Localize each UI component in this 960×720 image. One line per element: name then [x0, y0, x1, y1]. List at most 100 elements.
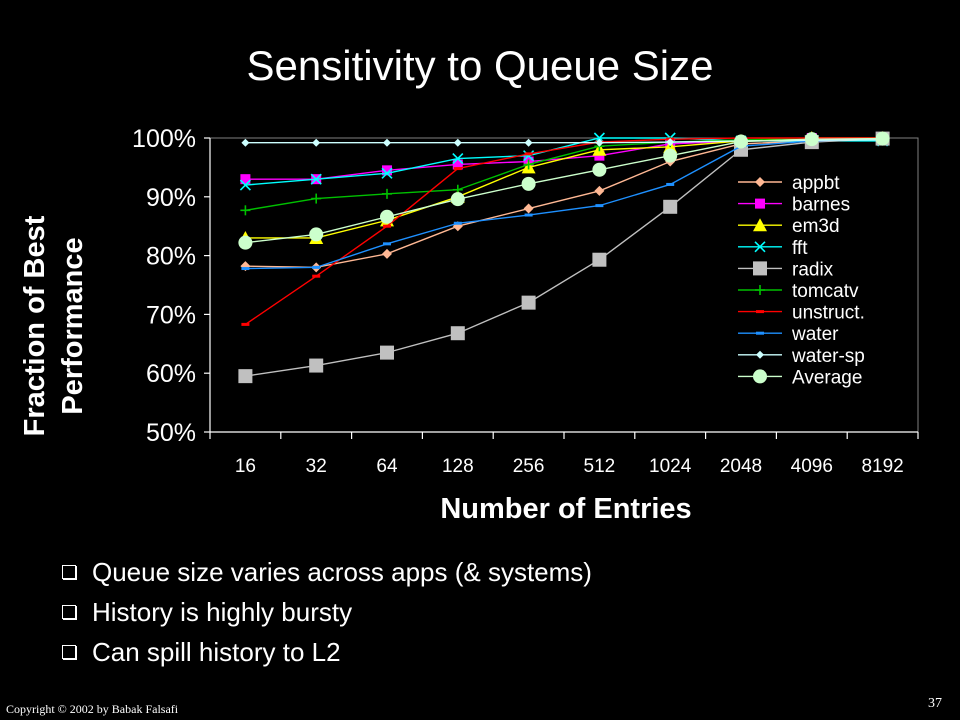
y-tick-label: 50% — [146, 419, 196, 447]
data-point — [663, 199, 678, 214]
legend-label: Average — [792, 367, 862, 388]
data-point — [524, 213, 533, 217]
series-appbt — [240, 133, 888, 273]
x-tick-label: 128 — [442, 456, 474, 477]
x-tick-label: 256 — [513, 456, 545, 477]
bullet-box-icon — [62, 565, 76, 579]
data-point — [383, 138, 391, 147]
data-point — [380, 345, 394, 360]
data-point — [595, 204, 604, 208]
data-point — [521, 176, 536, 191]
data-point — [450, 326, 465, 341]
legend-marker — [753, 218, 767, 232]
data-point — [240, 174, 251, 185]
legend-marker — [753, 369, 767, 384]
data-point — [309, 227, 324, 242]
legend-label: radix — [792, 259, 834, 280]
data-point — [452, 153, 464, 165]
data-point — [875, 131, 890, 146]
legend-label: fft — [792, 238, 808, 259]
data-point — [663, 148, 678, 163]
data-point — [595, 138, 604, 147]
data-point — [309, 358, 324, 373]
data-point — [312, 138, 321, 147]
legend-label: em3d — [792, 216, 840, 237]
chart-legend: appbtbarnesem3dfftradixtomcatvunstruct.w… — [738, 173, 865, 388]
x-tick-label: 1024 — [649, 456, 692, 477]
data-point — [804, 132, 819, 147]
bullet-text: Can spill history to L2 — [92, 636, 341, 667]
data-point — [382, 188, 392, 199]
data-point — [311, 193, 322, 204]
series-unstruct — [241, 136, 887, 326]
legend-item: water-sp — [738, 346, 865, 367]
bullet-text: History is highly bursty — [92, 596, 353, 627]
marker-stroke — [523, 150, 535, 162]
y-axis-title: Fraction of Best — [19, 215, 51, 436]
data-point — [450, 192, 465, 207]
legend-marker — [754, 241, 766, 253]
legend-label: tomcatv — [792, 281, 859, 302]
data-point — [310, 173, 322, 185]
legend-label: appbt — [792, 173, 840, 194]
marker-stroke — [452, 153, 464, 165]
y-axis-title: Performance — [57, 237, 89, 414]
legend-marker — [756, 310, 764, 314]
x-tick-label: 16 — [235, 456, 256, 477]
data-point — [453, 221, 462, 225]
legend-label: water-sp — [791, 346, 865, 367]
data-point — [592, 252, 607, 267]
data-point — [382, 165, 392, 176]
bullet-list: Queue size varies across apps (& systems… — [62, 552, 592, 672]
chart-series — [238, 131, 890, 384]
marker-stroke — [754, 241, 766, 253]
bullet-text: Queue size varies across apps (& systems… — [92, 556, 592, 587]
bullet-box-icon — [62, 605, 76, 619]
legend-item: radix — [738, 259, 834, 280]
bullet-item: Queue size varies across apps (& systems… — [62, 552, 592, 592]
data-point — [238, 369, 253, 384]
data-point — [241, 267, 250, 271]
series-line — [245, 137, 883, 212]
y-tick-label: 100% — [132, 125, 196, 153]
marker-stroke — [381, 167, 393, 179]
marker-stroke — [310, 173, 322, 185]
series-line — [245, 137, 883, 269]
legend-label: water — [791, 324, 839, 345]
data-point — [521, 295, 536, 310]
legend-item: unstruct. — [738, 303, 865, 324]
data-point — [523, 159, 534, 170]
series-tomcatv — [240, 133, 888, 216]
legend-item: fft — [738, 238, 808, 259]
legend-label: barnes — [792, 195, 850, 216]
data-point — [312, 265, 321, 269]
data-point — [524, 152, 533, 156]
series-line — [245, 137, 883, 239]
data-point — [382, 248, 392, 259]
data-point — [592, 162, 607, 177]
data-point — [734, 134, 748, 149]
data-point — [312, 274, 321, 278]
marker-stroke — [239, 179, 251, 191]
series-line — [245, 137, 883, 244]
y-tick-label: 80% — [146, 243, 196, 271]
data-point — [523, 150, 535, 162]
x-tick-label: 8192 — [861, 456, 903, 477]
data-point — [452, 159, 463, 170]
data-point — [240, 205, 251, 216]
legend-item: barnes — [738, 195, 850, 216]
data-point — [453, 167, 462, 171]
data-point — [239, 179, 251, 191]
legend-item: Average — [738, 367, 862, 388]
data-point — [381, 167, 393, 179]
series-average — [238, 131, 890, 250]
bullet-item: History is highly bursty — [62, 592, 592, 632]
legend-label: unstruct. — [792, 303, 865, 324]
legend-item: water — [738, 324, 839, 345]
legend-item: em3d — [738, 216, 840, 237]
copyright-footer: Copyright © 2002 by Babak Falsafi — [6, 702, 179, 716]
series-fft — [239, 132, 889, 191]
data-point — [666, 182, 675, 186]
y-tick-label: 60% — [146, 360, 196, 388]
